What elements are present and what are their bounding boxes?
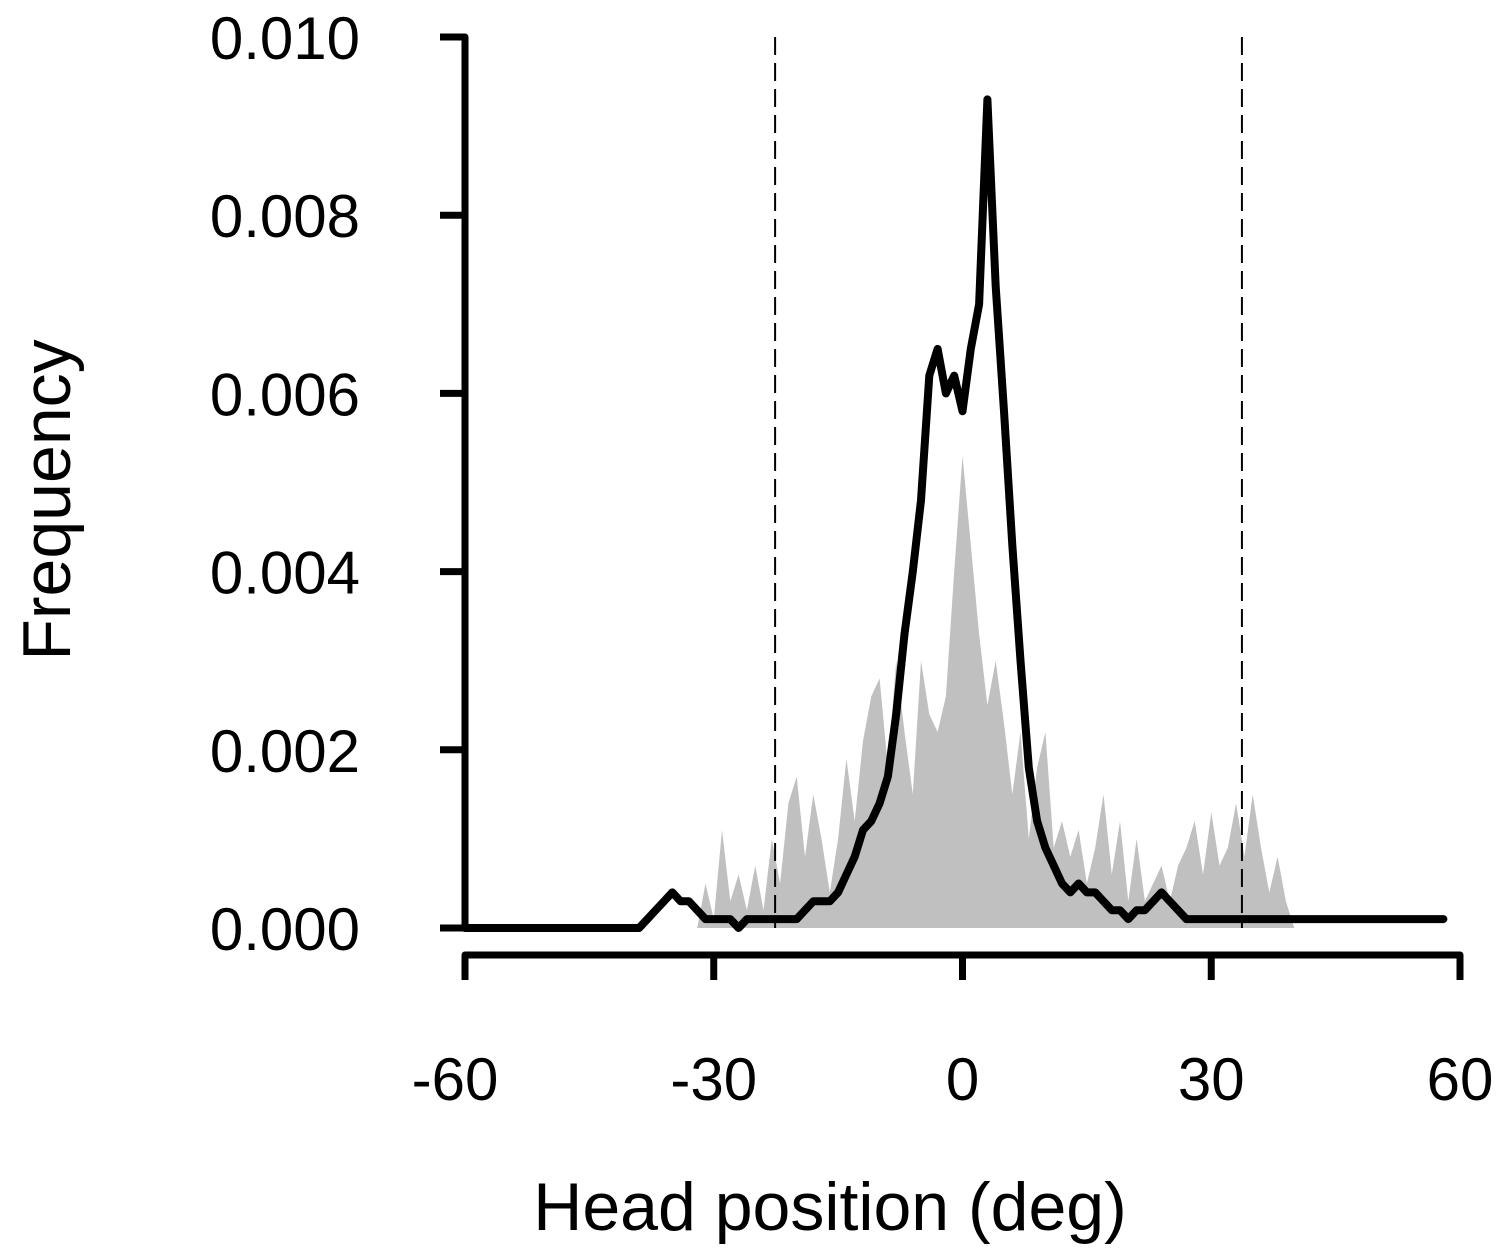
x-tick-label: 60 (1427, 1046, 1494, 1113)
x-tick-label: -60 (412, 1046, 499, 1113)
y-tick-label: 0.002 (210, 718, 360, 785)
y-axis-label: Frequency (9, 339, 85, 660)
x-tick-label: -30 (670, 1046, 757, 1113)
y-tick-label: 0.008 (210, 183, 360, 250)
y-tick-label: 0.010 (210, 5, 360, 72)
y-tick-label: 0.000 (210, 896, 360, 963)
x-tick-label: 30 (1178, 1046, 1245, 1113)
area (697, 455, 1295, 928)
line (461, 95, 1448, 932)
x-axis-label: Head position (deg) (533, 1169, 1126, 1245)
y-tick-label: 0.006 (210, 361, 360, 428)
y-tick-label: 0.004 (210, 540, 360, 607)
x-tick-label: 0 (946, 1046, 979, 1113)
